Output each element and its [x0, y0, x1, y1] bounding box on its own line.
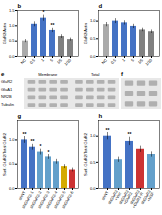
- svg-text:Total: Total: [91, 72, 100, 77]
- svg-text:*: *: [43, 9, 45, 15]
- svg-text:shGluR2-6: shGluR2-6: [61, 189, 75, 209]
- svg-text:Membrane: Membrane: [38, 72, 58, 77]
- svg-text:d: d: [99, 3, 103, 9]
- svg-text:e: e: [1, 71, 5, 77]
- svg-text:1.0: 1.0: [90, 133, 96, 138]
- svg-text:**: **: [23, 131, 27, 137]
- svg-text:**: **: [31, 138, 35, 144]
- svg-text:5: 5: [130, 57, 136, 63]
- svg-text:GluR2: GluR2: [1, 79, 13, 84]
- svg-text:5: 5: [49, 57, 55, 63]
- svg-text:0.0: 0.0: [90, 186, 96, 191]
- svg-text:0.5: 0.5: [90, 160, 96, 165]
- svg-text:**: **: [128, 131, 132, 137]
- svg-text:Surf. GluR2/Total GluR2: Surf. GluR2/Total GluR2: [83, 132, 88, 176]
- svg-text:*: *: [40, 143, 42, 149]
- svg-text:*: *: [48, 149, 50, 155]
- svg-text:h: h: [99, 113, 103, 119]
- svg-text:1: 1: [40, 57, 46, 63]
- svg-text:0.0: 0.0: [9, 54, 15, 59]
- svg-text:0.0: 0.0: [9, 186, 15, 191]
- svg-text:0.5: 0.5: [90, 36, 96, 41]
- svg-text:0.5: 0.5: [110, 57, 118, 65]
- svg-text:0.5: 0.5: [29, 57, 37, 65]
- svg-text:0.5: 0.5: [9, 38, 15, 43]
- svg-text:f: f: [121, 71, 124, 77]
- svg-text:GluR2/Actin: GluR2/Actin: [2, 23, 7, 44]
- svg-text:1.0: 1.0: [9, 23, 15, 28]
- svg-text:b: b: [18, 3, 22, 9]
- svg-text:shGluR2+NSF: shGluR2+NSF: [140, 188, 156, 207]
- svg-text:**: **: [106, 127, 110, 133]
- svg-text:1.0: 1.0: [9, 137, 15, 142]
- svg-text:GluA1: GluA1: [1, 87, 13, 92]
- svg-text:1/10: 1/10: [63, 57, 73, 67]
- svg-text:1.5: 1.5: [9, 8, 15, 13]
- svg-text:1: 1: [121, 57, 127, 63]
- svg-text:NC: NC: [100, 58, 108, 66]
- svg-text:0.5: 0.5: [9, 161, 15, 166]
- svg-text:Tubulin: Tubulin: [1, 102, 14, 107]
- svg-text:GluR2/Actin: GluR2/Actin: [83, 23, 88, 44]
- svg-text:g: g: [18, 113, 22, 119]
- svg-text:1.0: 1.0: [90, 18, 96, 23]
- svg-text:NR2B: NR2B: [1, 94, 12, 99]
- svg-text:NC: NC: [19, 58, 27, 66]
- svg-text:Surf. GluR2/Total GluR2: Surf. GluR2/Total GluR2: [2, 132, 7, 176]
- svg-text:**: **: [51, 22, 55, 28]
- svg-text:0.0: 0.0: [90, 54, 96, 59]
- svg-text:1/10: 1/10: [144, 57, 154, 67]
